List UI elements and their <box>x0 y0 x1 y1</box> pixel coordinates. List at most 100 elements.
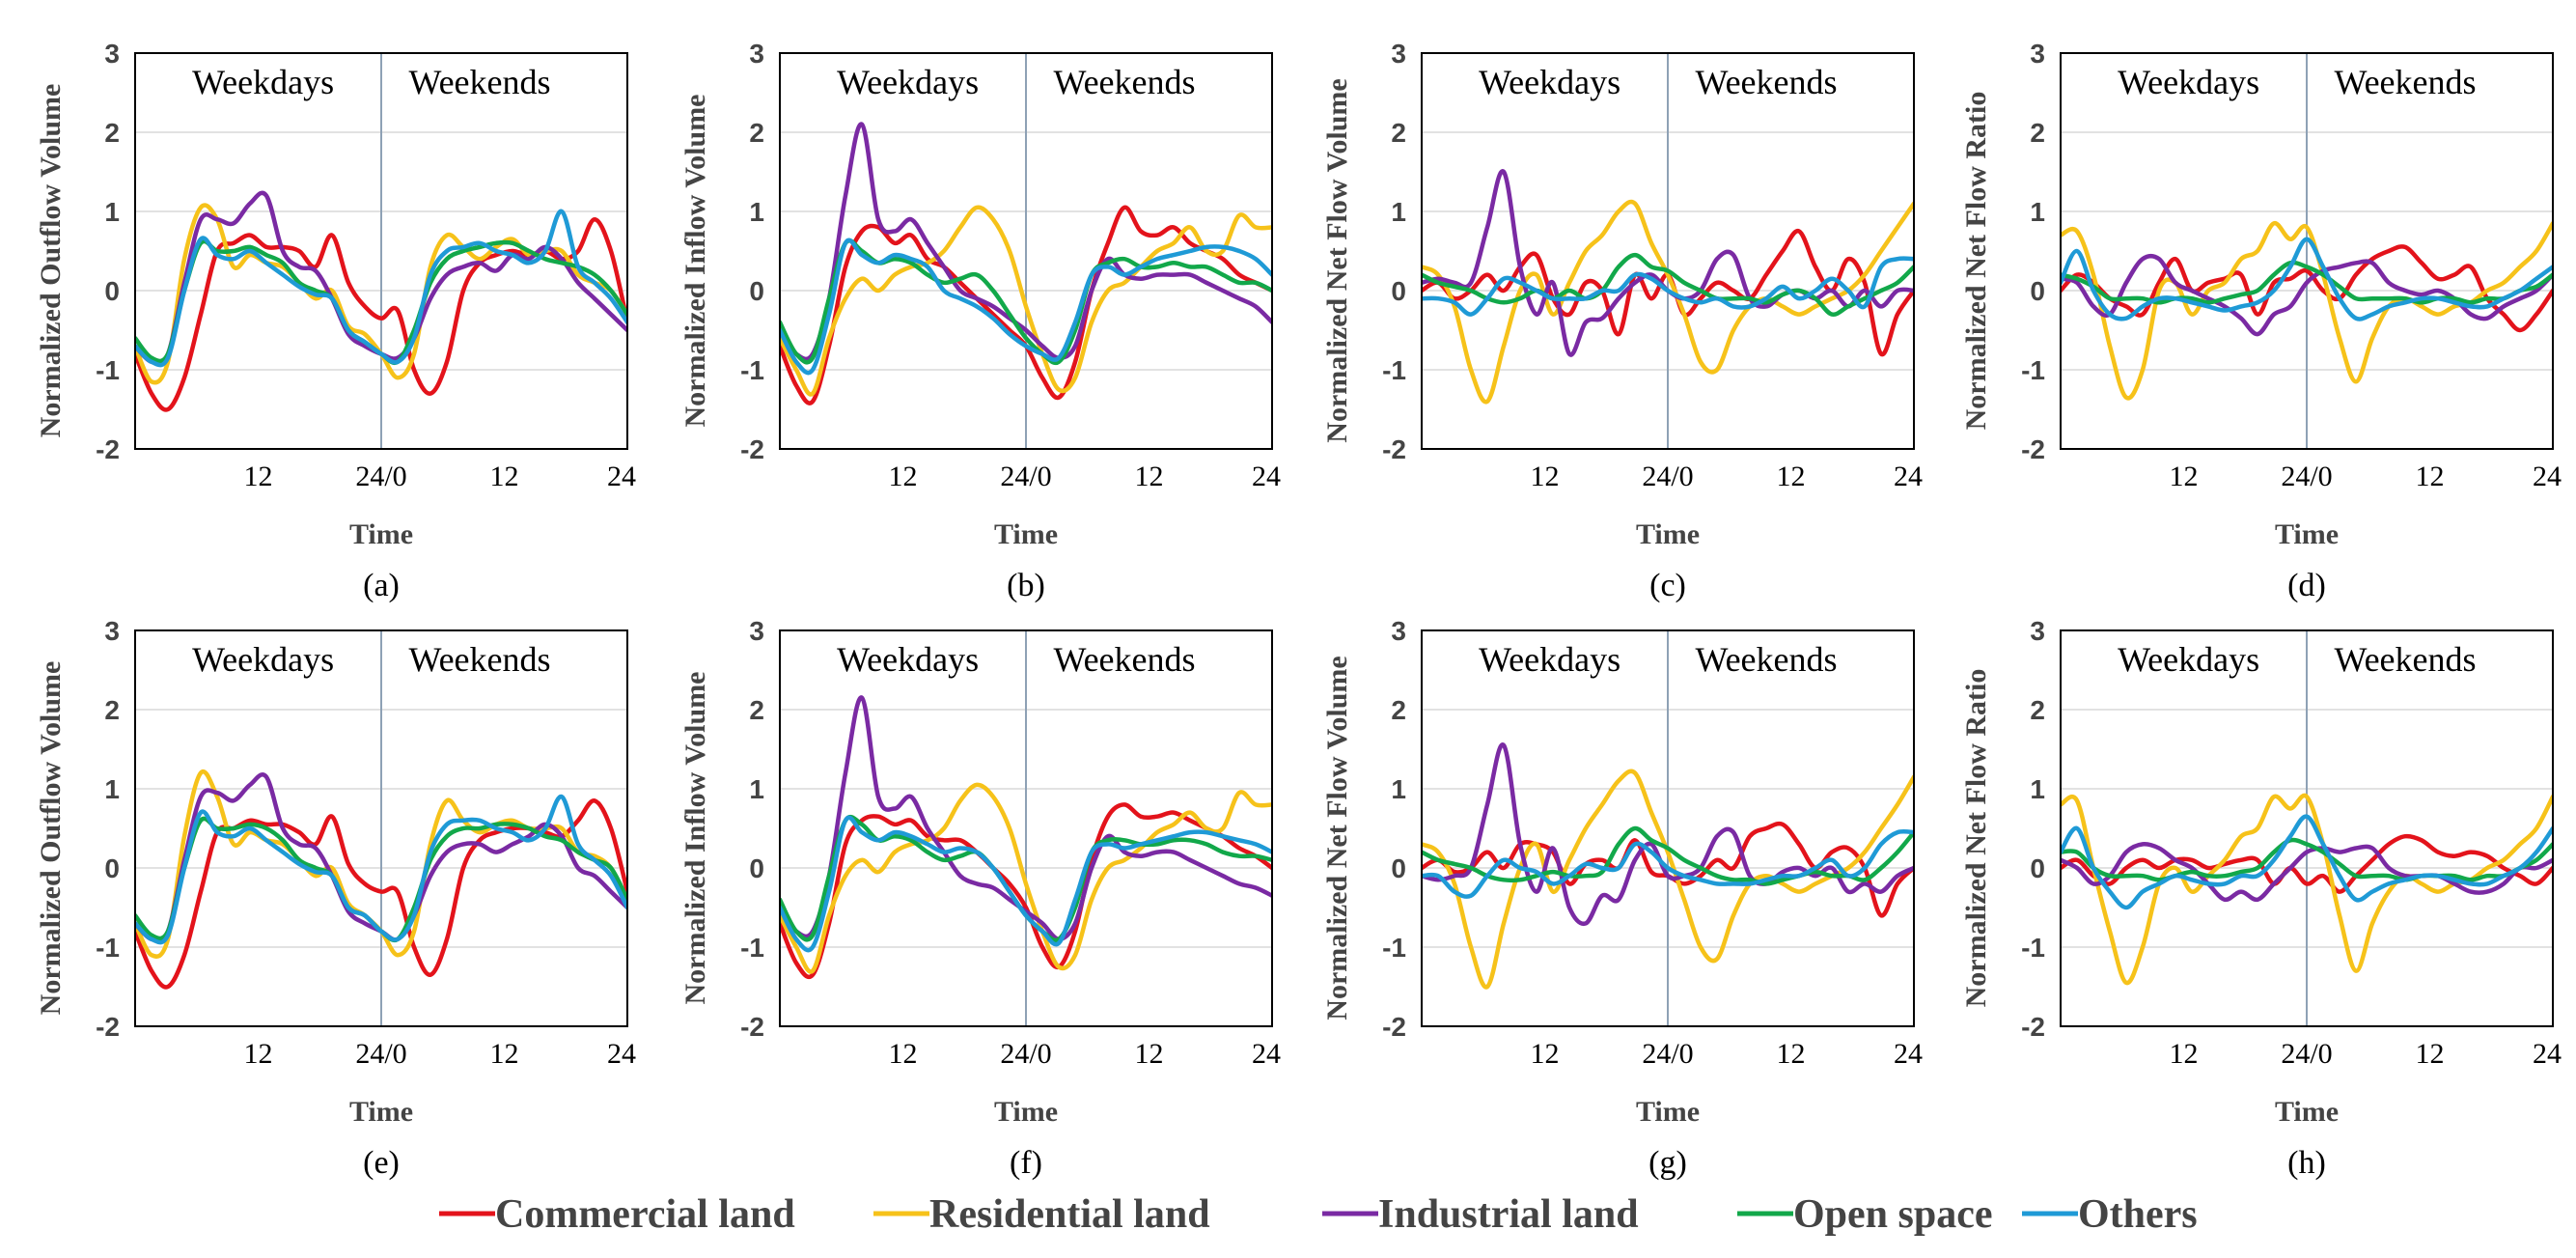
x-axis-label: Time <box>349 518 413 550</box>
x-axis-label: Time <box>1636 1096 1700 1128</box>
y-tick-label: -1 <box>96 933 120 963</box>
series-line-others <box>135 794 627 945</box>
x-tick-label: 24 <box>1894 1038 1923 1070</box>
x-tick-label: 24/0 <box>1642 1038 1693 1070</box>
chart-panel-b: 3 2 1 0 -1 -2 12 24/0 12 24 Weekdays Weekends Normal… <box>679 39 1281 603</box>
x-tick-label: 12 <box>2416 1038 2445 1070</box>
y-tick-label: -2 <box>740 434 764 464</box>
period-label-weekdays: Weekdays <box>837 640 979 679</box>
series-line-commercial-land <box>2061 833 2553 894</box>
x-tick-label: 12 <box>2170 1038 2199 1070</box>
series-line-open-space <box>1422 252 1914 318</box>
y-axis-label: Normalized Inflow Volume <box>679 95 711 428</box>
x-tick-label: 24/0 <box>2281 461 2332 492</box>
x-tick-label: 12 <box>490 1038 519 1070</box>
series-line-industrial-land <box>2061 253 2553 337</box>
plot-frame <box>2060 52 2554 450</box>
series-line-industrial-land <box>2061 842 2553 903</box>
chart-panel-h: 3 2 1 0 -1 -2 12 24/0 12 24 Weekdays Weekends Normal… <box>1960 616 2562 1181</box>
x-tick-label: 12 <box>1531 461 1560 492</box>
y-tick-label: 1 <box>1391 197 1406 227</box>
legend-label: Open space <box>1793 1192 1993 1237</box>
y-tick-label: 0 <box>1391 853 1406 883</box>
chart-panel-c: 3 2 1 0 -1 -2 12 24/0 12 24 Weekdays Weekends Normal… <box>1321 39 1923 603</box>
y-tick-label: 3 <box>749 39 764 69</box>
y-tick-label: 0 <box>749 276 764 306</box>
x-tick-label: 12 <box>2416 461 2445 492</box>
plot-frame <box>779 629 1273 1027</box>
y-tick-label: -2 <box>740 1012 764 1042</box>
legend: Commercial land Residential land Industria… <box>439 1192 2198 1237</box>
y-tick-label: 2 <box>2030 118 2045 148</box>
period-label-weekends: Weekends <box>2334 63 2476 101</box>
x-tick-label: 24 <box>2533 461 2562 492</box>
y-tick-label: -1 <box>2021 933 2045 963</box>
plot-frame <box>2060 629 2554 1027</box>
y-tick-label: 1 <box>104 774 120 804</box>
series-line-others <box>780 238 1272 376</box>
legend-item-commercial-land: Commercial land <box>439 1192 795 1237</box>
panel-label: (d) <box>2287 568 2326 603</box>
x-axis-label: Time <box>994 518 1058 550</box>
y-tick-label: -1 <box>740 933 764 963</box>
y-axis-label: Normalized Inflow Volume <box>679 672 711 1005</box>
y-tick-label: 1 <box>749 197 764 227</box>
x-tick-label: 24/0 <box>1000 1038 1051 1070</box>
x-tick-label: 24/0 <box>2281 1038 2332 1070</box>
x-axis-label: Time <box>349 1096 413 1128</box>
series-line-others <box>2061 814 2553 910</box>
panel-label: (e) <box>363 1145 400 1181</box>
y-axis-label: Normalized Outflow Volume <box>35 84 67 438</box>
y-tick-label: -2 <box>1382 434 1406 464</box>
series-line-residential-land <box>780 205 1272 397</box>
x-tick-label: 12 <box>1777 461 1806 492</box>
legend-label: Others <box>2078 1192 2198 1237</box>
period-label-weekdays: Weekdays <box>837 63 979 101</box>
legend-label: Commercial land <box>495 1192 795 1237</box>
series-line-others <box>1422 828 1914 899</box>
series-line-open-space <box>1422 825 1914 886</box>
y-tick-label: 3 <box>1391 616 1406 646</box>
x-tick-label: 24 <box>1894 461 1923 492</box>
series-line-open-space <box>780 238 1272 366</box>
period-label-weekends: Weekends <box>408 63 550 101</box>
chart-panel-e: 3 2 1 0 -1 -2 12 24/0 12 24 Weekdays Weekends Normal… <box>35 616 636 1181</box>
chart-panel-a: 3 2 1 0 -1 -2 12 24/0 12 24 Weekdays Weekends Normal… <box>35 39 636 603</box>
x-axis-label: Time <box>994 1096 1058 1128</box>
x-tick-label: 24 <box>607 1038 636 1070</box>
x-axis-label: Time <box>2275 1096 2339 1128</box>
plot-frame <box>1421 52 1915 450</box>
x-tick-label: 24/0 <box>355 461 406 492</box>
y-tick-label: -1 <box>2021 355 2045 385</box>
x-tick-label: 12 <box>2170 461 2199 492</box>
panel-label: (a) <box>363 568 400 603</box>
period-label-weekdays: Weekdays <box>192 640 334 679</box>
series-line-others <box>135 209 627 368</box>
panel-label: (c) <box>1649 568 1686 603</box>
y-tick-label: 2 <box>1391 118 1406 148</box>
y-tick-label: -1 <box>96 355 120 385</box>
y-axis-label: Normalized Net Flow Volume <box>1321 656 1353 1020</box>
period-label-weekdays: Weekdays <box>2118 640 2259 679</box>
series-line-residential-land <box>780 782 1272 974</box>
y-tick-label: 1 <box>2030 197 2045 227</box>
y-tick-label: 2 <box>104 695 120 725</box>
y-axis-label: Normalized Outflow Volume <box>35 661 67 1016</box>
panel-label: (f) <box>1010 1145 1042 1181</box>
plot-frame <box>134 629 628 1027</box>
x-tick-label: 12 <box>1135 461 1164 492</box>
y-tick-label: 0 <box>104 853 120 883</box>
x-tick-label: 12 <box>889 1038 918 1070</box>
period-label-weekends: Weekends <box>2334 640 2476 679</box>
period-label-weekdays: Weekdays <box>2118 63 2259 101</box>
chart-panel-f: 3 2 1 0 -1 -2 12 24/0 12 24 Weekdays Weekends Normal… <box>679 616 1281 1181</box>
x-tick-label: 24 <box>1252 461 1281 492</box>
series-line-industrial-land <box>780 122 1272 362</box>
y-tick-label: 0 <box>2030 853 2045 883</box>
y-axis-label: Normalized Net Flow Ratio <box>1960 92 1992 431</box>
legend-item-industrial-land: Industrial land <box>1322 1192 1639 1237</box>
y-tick-label: -2 <box>96 1012 120 1042</box>
legend-item-others: Others <box>2022 1192 2198 1237</box>
